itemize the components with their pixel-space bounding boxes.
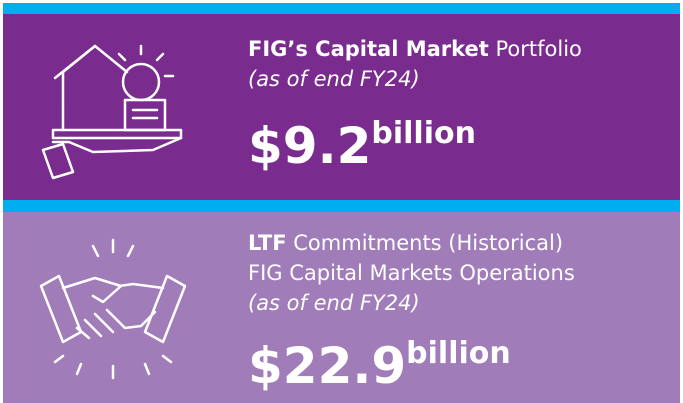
- portfolio-panel: FIG’s Capital Market Portfolio (as of en…: [3, 14, 680, 200]
- title-rest: Commitments (Historical): [293, 231, 564, 255]
- house-hand-icon: [41, 44, 183, 180]
- subtitle: (as of end FY24): [248, 67, 420, 91]
- handshake-icon: [39, 238, 187, 380]
- amount: $9.2: [248, 117, 372, 175]
- unit: billion: [406, 336, 511, 371]
- top-strip: [3, 3, 680, 14]
- unit: billion: [371, 116, 476, 151]
- title-rest: Portfolio: [495, 37, 582, 61]
- title-bold: LTF: [248, 231, 287, 255]
- commitments-panel: LTF Commitments (Historical) FIG Capital…: [3, 212, 680, 403]
- title-bold: FIG’s Capital Market: [248, 37, 489, 61]
- subtitle: (as of end FY24): [248, 291, 420, 315]
- mid-strip: [3, 200, 680, 212]
- title-line-2: FIG Capital Markets Operations: [248, 261, 575, 285]
- amount: $22.9: [248, 337, 407, 395]
